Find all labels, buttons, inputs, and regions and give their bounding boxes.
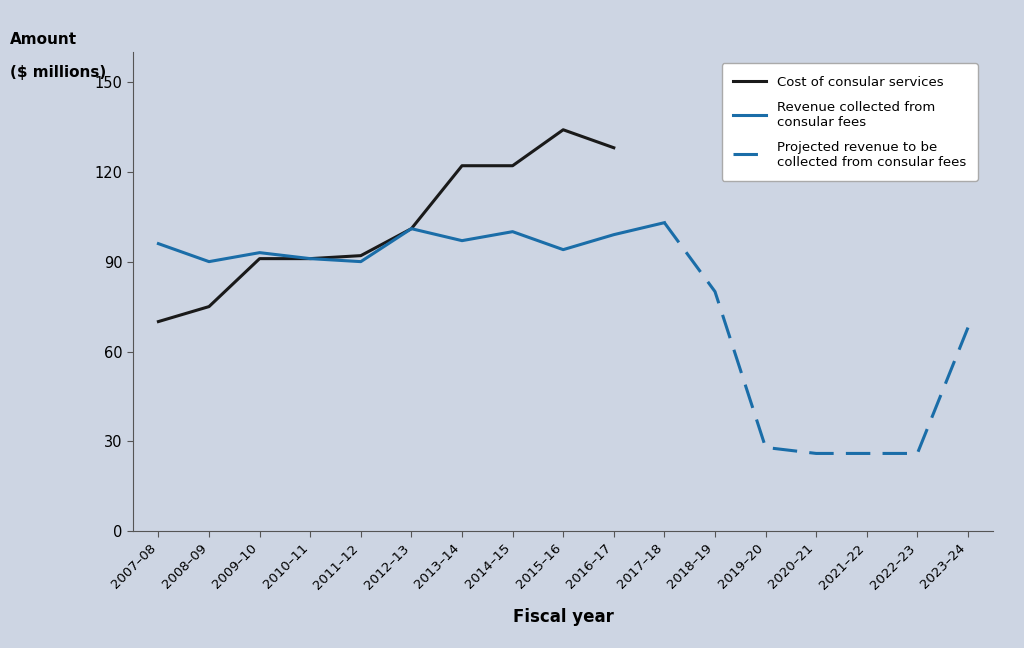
Legend: Cost of consular services, Revenue collected from
consular fees, Projected reven: Cost of consular services, Revenue colle… bbox=[722, 64, 978, 181]
Text: ($ millions): ($ millions) bbox=[10, 65, 106, 80]
Text: Amount: Amount bbox=[10, 32, 78, 47]
X-axis label: Fiscal year: Fiscal year bbox=[513, 608, 613, 627]
